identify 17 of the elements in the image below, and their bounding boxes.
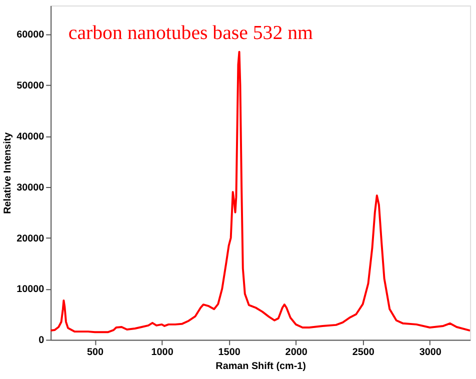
- line-series: [50, 50, 470, 334]
- y-axis-title: Relative Intensity: [2, 132, 14, 214]
- y-tick-label: 0: [38, 335, 45, 346]
- x-tick-label: 1000: [151, 347, 174, 358]
- x-tick-label: 2000: [285, 347, 308, 358]
- text: carbon nanotubes base 532 nm: [68, 22, 314, 44]
- x-tick-label: 2500: [352, 347, 375, 358]
- y-tick-label: 20000: [16, 233, 45, 244]
- y-tick-label: 60000: [16, 30, 45, 41]
- x-tick-label: 500: [87, 347, 104, 358]
- x-tick-label: 3000: [419, 347, 442, 358]
- y-tick-label: 10000: [16, 284, 45, 296]
- x-axis-title: Raman Shift (cm-1): [216, 360, 306, 372]
- x-tick-label: 1500: [218, 347, 241, 358]
- y-tick-label: 30000: [16, 182, 45, 194]
- y-tick-label: 50000: [16, 80, 45, 92]
- y-tick-label: 40000: [16, 131, 45, 142]
